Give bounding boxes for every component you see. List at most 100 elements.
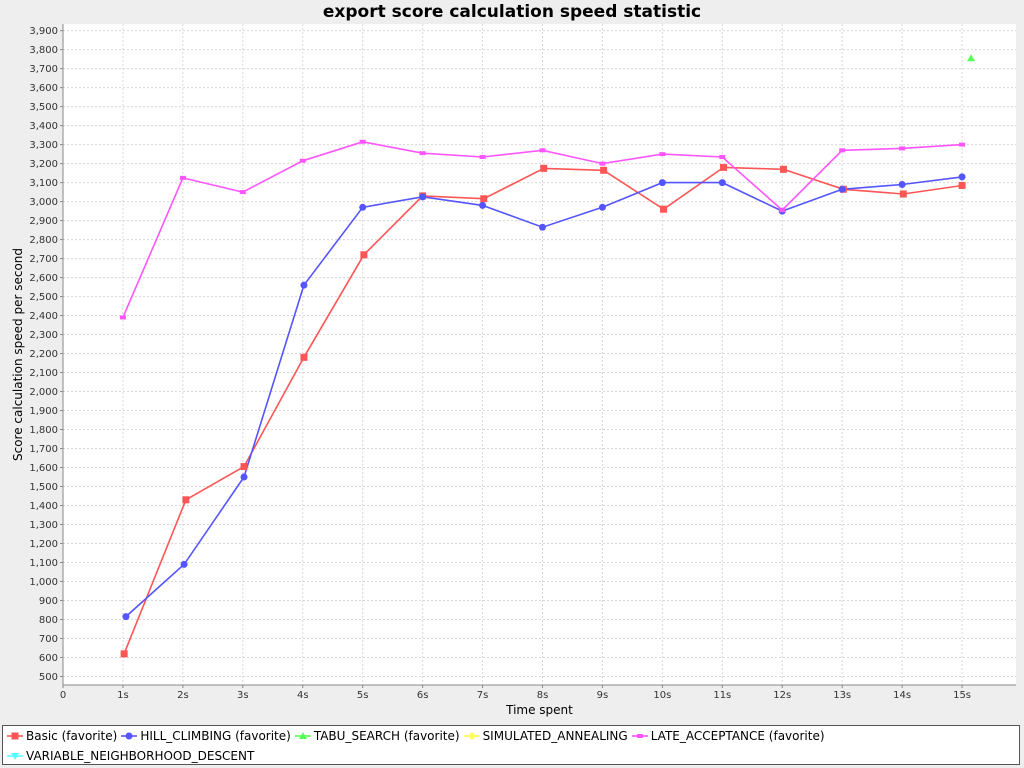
y-tick-label: 900 xyxy=(39,596,58,607)
data-point xyxy=(359,139,366,144)
y-tick-label: 500 xyxy=(39,672,58,683)
data-point xyxy=(479,201,487,209)
y-tick-label: 3,900 xyxy=(29,26,58,37)
legend-label: TABU_SEARCH (favorite) xyxy=(313,729,460,743)
y-tick-label: 1,300 xyxy=(29,520,58,531)
y-tick-label: 3,800 xyxy=(29,45,58,56)
y-tick-label: 3,500 xyxy=(29,102,58,113)
legend-label: HILL_CLIMBING (favorite) xyxy=(140,729,291,743)
legend-swatch xyxy=(463,732,480,740)
x-tick-label: 5s xyxy=(357,690,369,701)
y-tick-label: 1,700 xyxy=(29,444,58,455)
data-point xyxy=(718,179,726,187)
legend-swatch xyxy=(294,732,311,739)
data-point xyxy=(120,650,128,658)
legend-swatch-marker xyxy=(125,732,133,740)
y-tick-label: 2,300 xyxy=(29,330,58,341)
y-tick-label: 2,400 xyxy=(29,311,58,322)
y-tick-label: 2,800 xyxy=(29,235,58,246)
data-point xyxy=(720,163,728,171)
data-point xyxy=(899,146,906,151)
data-point xyxy=(480,195,488,203)
legend-label: Basic (favorite) xyxy=(26,729,118,743)
legend-item: TABU_SEARCH (favorite) xyxy=(294,729,460,743)
legend-swatch-marker xyxy=(467,732,476,740)
y-tick-label: 2,100 xyxy=(29,368,58,379)
y-tick-label: 700 xyxy=(39,634,58,645)
y-axis-label: Score calculation speed per second xyxy=(11,248,25,461)
data-point xyxy=(240,463,248,471)
x-tick-label: 15s xyxy=(953,690,971,701)
data-point xyxy=(719,154,726,159)
x-axis-ticks: 0 1s 2s 3s 4s 5s 6s 7s 8s 9s 10s 11s 12s 13s 14s 15s xyxy=(60,685,971,701)
x-tick-label: 1s xyxy=(117,690,129,701)
data-point xyxy=(479,154,486,159)
data-point xyxy=(599,161,606,166)
y-tick-label: 3,600 xyxy=(29,83,58,94)
x-tick-label: 6s xyxy=(417,690,429,701)
y-tick-label: 2,600 xyxy=(29,273,58,284)
legend-item: Basic (favorite) xyxy=(7,729,117,743)
legend-row: Basic (favorite) HILL_CLIMBING (favorite)… xyxy=(7,726,829,746)
legend-row: VARIABLE_NEIGHBORHOOD_DESCENT xyxy=(7,746,258,766)
data-point xyxy=(958,173,966,181)
legend-item: HILL_CLIMBING (favorite) xyxy=(121,729,291,743)
axes xyxy=(62,24,1016,686)
legend-item: SIMULATED_ANNEALING xyxy=(463,729,628,743)
y-tick-label: 3,100 xyxy=(29,178,58,189)
data-point xyxy=(539,148,546,153)
x-axis-label: Time spent xyxy=(505,703,573,717)
y-tick-label: 1,600 xyxy=(29,463,58,474)
data-point xyxy=(540,164,548,172)
data-point xyxy=(967,54,976,62)
data-point xyxy=(538,223,546,231)
y-tick-label: 3,000 xyxy=(29,197,58,208)
plot-area xyxy=(63,24,1016,685)
legend-swatch xyxy=(121,732,138,740)
y-tick-label: 3,700 xyxy=(29,64,58,75)
legend-label: LATE_ACCEPTANCE (favorite) xyxy=(650,729,825,743)
y-tick-label: 2,200 xyxy=(29,349,58,360)
data-point xyxy=(419,151,426,156)
y-tick-label: 1,100 xyxy=(29,558,58,569)
legend-swatch-marker xyxy=(636,734,643,738)
y-tick-label: 2,900 xyxy=(29,216,58,227)
data-point xyxy=(899,190,907,198)
x-tick-label: 10s xyxy=(653,690,671,701)
x-tick-label: 4s xyxy=(297,690,309,701)
legend-swatch-marker xyxy=(298,732,307,739)
y-tick-label: 1,800 xyxy=(29,425,58,436)
data-point xyxy=(958,181,966,189)
data-point xyxy=(122,613,130,621)
data-point xyxy=(300,281,308,289)
y-tick-label: 600 xyxy=(39,653,58,664)
x-tick-label: 11s xyxy=(713,690,731,701)
data-point xyxy=(839,148,846,153)
data-point xyxy=(300,353,308,361)
legend-label: SIMULATED_ANNEALING xyxy=(482,729,628,743)
data-point xyxy=(598,203,606,211)
y-tick-label: 1,000 xyxy=(29,577,58,588)
data-point xyxy=(838,185,846,193)
data-point xyxy=(660,205,668,213)
data-point xyxy=(180,560,188,568)
data-point xyxy=(959,142,966,147)
y-tick-label: 3,300 xyxy=(29,140,58,151)
y-tick-label: 1,900 xyxy=(29,406,58,417)
legend: Basic (favorite) HILL_CLIMBING (favorite)… xyxy=(2,725,1020,765)
data-point xyxy=(240,473,248,481)
x-tick-label: 8s xyxy=(537,690,549,701)
y-tick-label: 1,400 xyxy=(29,501,58,512)
data-point xyxy=(239,190,246,195)
data-point xyxy=(360,251,368,259)
data-point xyxy=(779,208,786,213)
legend-swatch-marker xyxy=(11,732,19,740)
x-tick-label: 7s xyxy=(477,690,489,701)
x-tick-label: 2s xyxy=(177,690,189,701)
data-point xyxy=(359,203,367,211)
y-tick-label: 1,200 xyxy=(29,539,58,550)
y-tick-label: 3,400 xyxy=(29,121,58,132)
chart-title: export score calculation speed statistic xyxy=(322,2,702,22)
x-tick-label: 13s xyxy=(833,690,851,701)
data-point xyxy=(659,152,666,157)
